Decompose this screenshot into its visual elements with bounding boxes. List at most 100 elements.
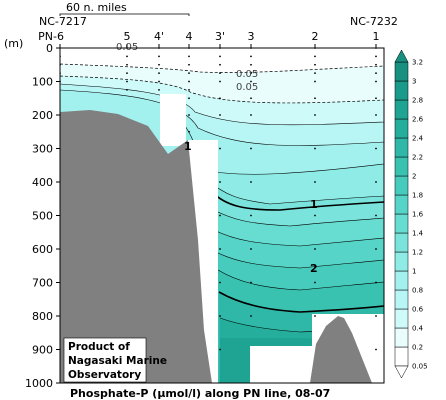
contour-1.2 [209,207,384,227]
sample-point [375,348,377,351]
credit-line-1: Product of [68,341,130,353]
colorbar-band-0.2 [394,327,409,348]
sample-point [314,248,316,250]
contour-1.0 [211,191,384,211]
sample-point [314,72,316,75]
seafloor-left-slope [60,110,212,383]
credit-line-2: Nagasaki Marine [68,355,167,367]
sample-point [375,97,377,100]
contour-label-1-slope: 1 [184,140,192,153]
sample-point [375,72,377,75]
station-label-1: 5 [124,30,131,43]
sample-point [219,248,221,250]
scale-bar-label: 60 n. miles [66,1,127,14]
contour-label-0.05-mid-b: 0.05 [236,82,258,93]
colorbar-band-2 [394,156,409,177]
station-label-6: 2 [312,30,319,43]
colorbar-band-3 [394,61,409,82]
sample-point [314,63,316,66]
sample-point [219,348,221,351]
y-tick-label-800: 800 [32,310,53,323]
station-label-3: 4 [186,30,193,43]
contour-1.6 [215,251,384,269]
sample-point [219,72,221,75]
credit-box [63,337,147,383]
plot-area [60,48,384,383]
sample-point [219,114,221,116]
sample-point [375,248,377,250]
station-label-5: 3 [248,30,255,43]
colorbar-band-2.8 [394,80,409,101]
sample-point [188,80,190,83]
colorbar-band-2.4 [394,118,409,139]
sample-point [250,97,252,100]
colorbar-label-1.6: 1.6 [412,211,424,219]
colorbar-min-arrow [394,365,409,379]
sample-point [314,55,316,58]
end-station-left-label: NC-7217 [39,15,87,28]
colorbar-band-0.8 [394,270,409,291]
contour-0.05-b [60,75,384,104]
sample-point [250,114,252,116]
sample-point [188,72,190,75]
colorbar-band-2.2 [394,137,409,158]
sample-point [375,80,377,83]
sample-point [188,88,190,91]
sample-point [188,97,190,100]
y-tick-label-600: 600 [32,243,53,256]
colorbar-band-0.6 [394,289,409,310]
y-axis: 0 100 200 300 400 500 600 700 800 900 1000 [25,42,60,390]
contour-2.0 [218,291,384,313]
credit-line-3: Observatory [68,369,141,381]
colorbar: 0.05 0.2 0.4 0.6 0.8 1 1.2 1.4 1.6 1.8 2 2.2 2.4 2.6 2… [394,49,428,379]
y-tick-label-100: 100 [32,76,53,89]
colorbar-label-2.6: 2.6 [412,116,424,124]
y-tick-label-200: 200 [32,109,53,122]
colorbar-band-1.8 [394,175,409,196]
y-tick-label-500: 500 [32,210,53,223]
sample-point [250,55,252,58]
y-tick-label-1000: 1000 [25,377,53,390]
colorbar-band-2.6 [394,99,409,120]
sample-point [314,214,316,217]
sample-point [158,72,160,75]
station-label-2: 4' [154,30,164,43]
sample-point [126,55,128,58]
sample-point [375,181,377,183]
sample-point [158,63,160,66]
sample-point [219,214,221,217]
colorbar-max-arrow [394,49,409,63]
sample-point [219,97,221,100]
nodata-upper-shelf [160,94,186,146]
sample-point [375,55,377,58]
contour-0.2 [60,83,384,126]
contour-label-0.05-mid-a: 0.05 [236,69,258,80]
contour-1.4 [213,229,384,247]
colorbar-label-1.4: 1.4 [412,230,424,238]
sample-point [314,97,316,100]
end-station-right-label: NC-7232 [350,15,398,28]
sample-point [375,281,377,284]
colorbar-label-0.05: 0.05 [412,363,428,371]
sample-point [126,72,128,75]
contour-0.05-a [60,63,384,73]
sample-point [219,63,221,66]
sample-point [219,147,221,150]
sample-point [314,80,316,83]
sample-point [375,214,377,217]
seafloor-right-ridge [310,316,372,383]
colorbar-band-1.2 [394,232,409,253]
sample-point [250,214,252,217]
sample-point [158,80,160,83]
y-tick-label-300: 300 [32,143,53,156]
y-axis-unit-label: (m) [4,37,23,50]
colorbar-band-1.6 [394,194,409,215]
colorbar-label-1: 1 [412,268,416,276]
colorbar-label-0.6: 0.6 [412,306,424,314]
sample-point [188,114,190,116]
sample-point [250,80,252,83]
sample-point [250,315,252,317]
colorbar-label-0.4: 0.4 [412,325,424,333]
colorbar-label-3: 3 [412,78,416,86]
